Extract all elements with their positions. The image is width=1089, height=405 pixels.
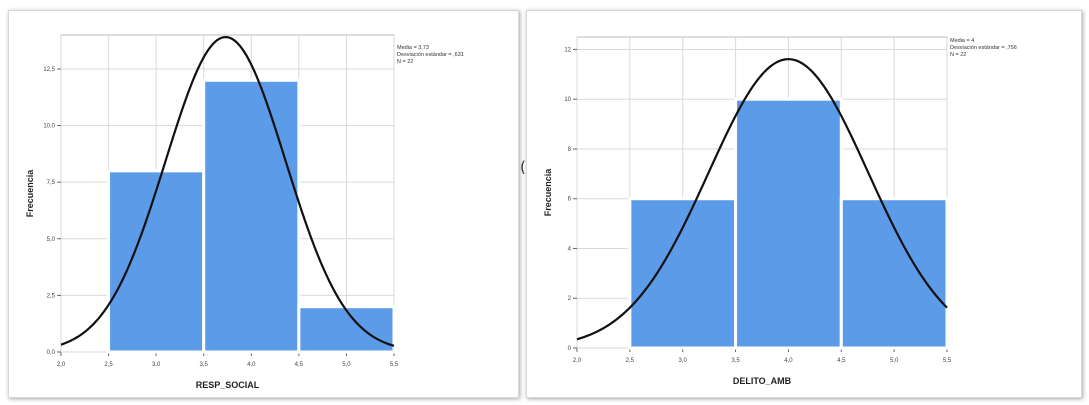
y-tick-label: 2,5 (47, 293, 56, 299)
x-axis-label: DELITO_AMB (733, 376, 792, 386)
legend-text: Media = 4 (950, 38, 974, 44)
x-tick-label: 3,0 (152, 362, 161, 368)
y-tick-label: 10 (564, 97, 571, 103)
x-tick-label: 3,0 (679, 358, 688, 364)
histogram-bar (734, 97, 843, 350)
x-tick-label: 4,0 (247, 362, 256, 368)
y-tick-label: 5,0 (47, 237, 56, 243)
x-tick-label: 3,5 (200, 362, 209, 368)
y-tick-label: 12 (564, 47, 571, 53)
x-tick-label: 2,5 (104, 362, 113, 368)
histogram-resp-social: 2,0 2,5 3,0 3,5 4,0 4,5 5,0 5,5 0,0 2,5 5,0 7,5 10,0… (25, 34, 464, 390)
y-tick-label: 6 (568, 197, 572, 203)
x-axis-label: RESP_SOCIAL (196, 380, 260, 390)
normal-curve (60, 35, 395, 347)
legend-text: Desviación estándar = ,631 (397, 52, 464, 58)
y-axis-label: Frecuencia (543, 168, 553, 217)
x-tick-label: 4,5 (295, 362, 304, 368)
histogram-panel-delito-amb: 2,0 2,5 3,0 3,5 4,0 4,5 5,0 5,5 0 2 4 6 8 10 12 Media =… (526, 10, 1082, 398)
x-tick-label: 5,0 (890, 358, 899, 364)
x-tick-label: 4,5 (837, 358, 846, 364)
histogram-bar (202, 78, 301, 354)
y-tick-label: 0,0 (47, 350, 56, 356)
histogram-bar (628, 197, 738, 350)
legend-text: Desviación estándar = ,756 (950, 45, 1017, 51)
y-tick-label: 2 (568, 296, 572, 302)
y-tick-label: 7,5 (47, 180, 56, 186)
legend-text: Media = 3,73 (397, 45, 429, 51)
legend-text: N = 22 (397, 59, 413, 65)
histogram-delito-amb: 2,0 2,5 3,0 3,5 4,0 4,5 5,0 5,5 0 2 4 6 8 10 12 Media =… (543, 36, 1017, 386)
y-tick-label: 8 (568, 147, 572, 153)
x-tick-label: 4,0 (784, 358, 793, 364)
x-tick-label: 3,5 (731, 358, 740, 364)
stray-mark: ( (520, 158, 526, 176)
histogram-panel-resp-social: 2,0 2,5 3,0 3,5 4,0 4,5 5,0 5,5 0,0 2,5 5,0 7,5 10,0… (8, 10, 519, 398)
normal-curve (576, 58, 948, 341)
y-tick-label: 10,0 (43, 124, 55, 130)
legend-text: N = 22 (950, 52, 966, 58)
x-tick-label: 5,0 (342, 362, 351, 368)
histogram-bar (107, 169, 206, 354)
x-tick-label: 5,5 (390, 362, 399, 368)
x-tick-label: 5,5 (943, 358, 952, 364)
y-tick-label: 0 (568, 346, 572, 352)
histogram-bar (839, 197, 949, 350)
y-tick-label: 12,5 (43, 67, 55, 73)
x-tick-label: 2,0 (57, 362, 66, 368)
x-tick-label: 2,0 (573, 358, 582, 364)
histogram-bar (297, 305, 396, 354)
x-tick-label: 2,5 (626, 358, 635, 364)
y-tick-label: 4 (568, 246, 572, 252)
y-axis-label: Frecuencia (25, 169, 35, 218)
